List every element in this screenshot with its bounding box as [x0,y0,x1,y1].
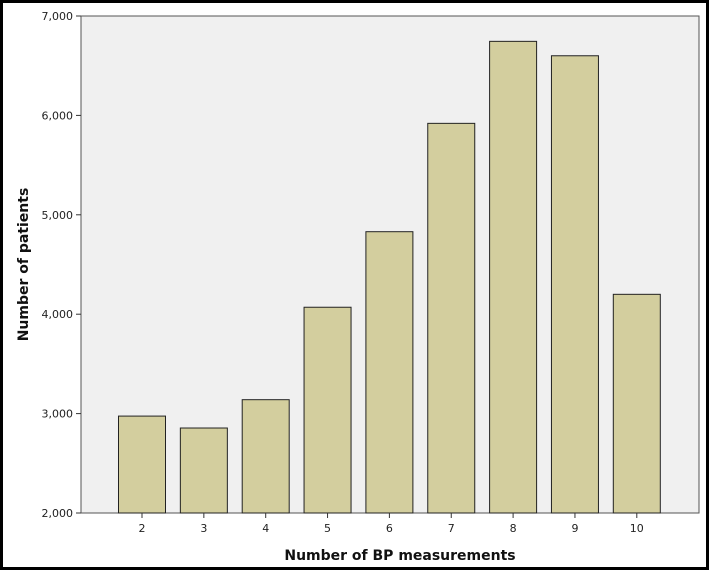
bar-chart: 2,000 3,000 4,000 5,000 6,000 7,000 2 3 4 5 6 7 8 9 1… [16,10,700,564]
x-axis-title: Number of BP measurements [284,548,515,564]
x-tick-label: 8 [510,522,517,535]
x-tick-label: 7 [448,522,455,535]
bar-3 [179,427,228,514]
x-tick-label: 4 [262,522,269,535]
bars [118,40,661,514]
x-tick-label: 10 [630,522,644,535]
x-tick-label: 9 [571,522,578,535]
bar-10 [612,293,661,514]
x-tick-label: 2 [139,522,146,535]
y-tick-label: 3,000 [42,408,74,421]
x-axis: 2 3 4 5 6 7 8 9 10 [139,513,644,535]
bar-6 [365,231,414,514]
y-tick-label: 6,000 [42,109,74,122]
y-axis-title: Number of patients [16,188,32,342]
y-tick-label: 7,000 [42,10,74,23]
bar-8 [489,40,538,514]
bar-4 [241,399,290,514]
y-tick-label: 4,000 [42,308,74,321]
x-tick-label: 6 [386,522,393,535]
x-tick-label: 3 [200,522,207,535]
y-tick-label: 5,000 [42,209,74,222]
bar-7 [427,122,476,514]
bar-5 [303,306,352,514]
bar-2 [118,415,166,514]
bar-9 [550,55,599,514]
y-axis: 2,000 3,000 4,000 5,000 6,000 7,000 [42,10,81,520]
x-tick-label: 5 [324,522,331,535]
y-tick-label: 2,000 [42,507,74,520]
